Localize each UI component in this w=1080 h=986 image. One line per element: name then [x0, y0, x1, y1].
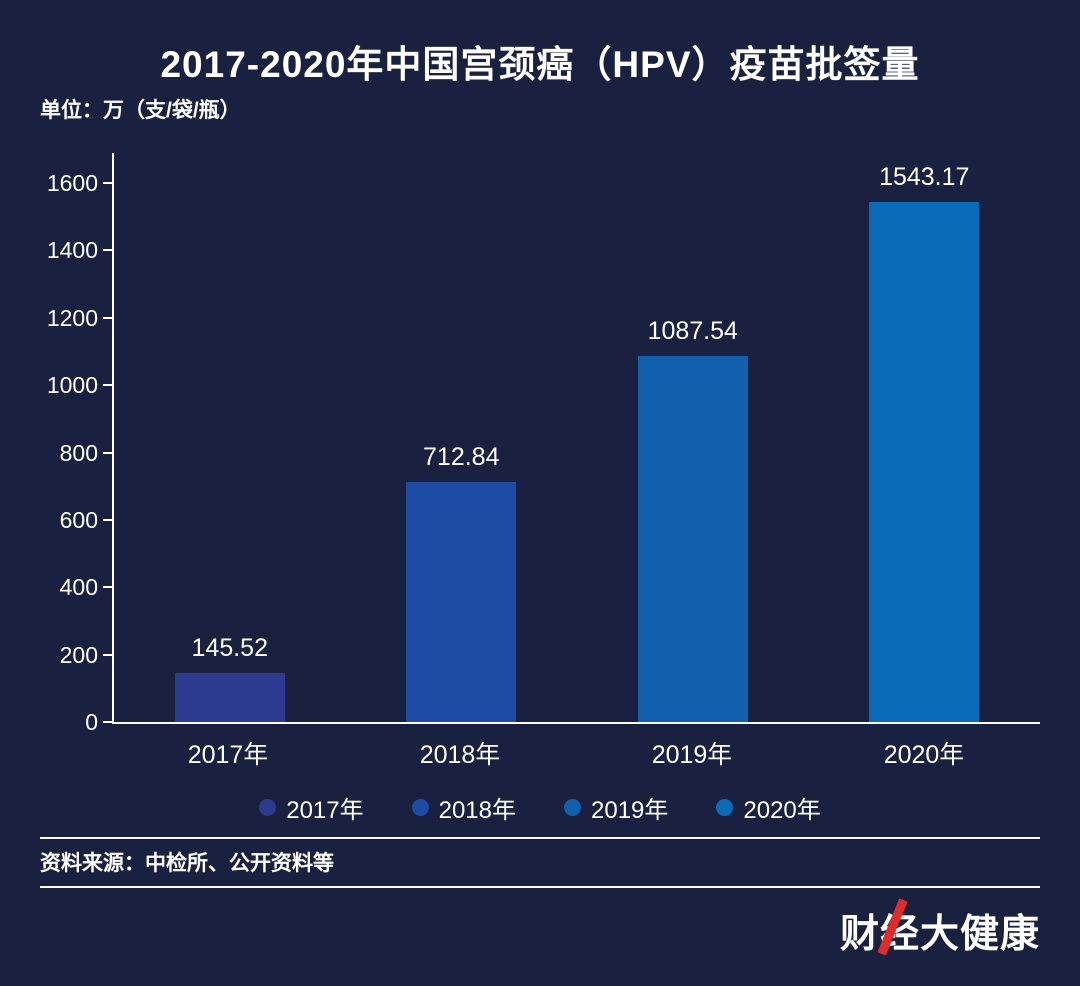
bar-slot: 1543.17 [809, 163, 1041, 722]
y-tick-mark [103, 653, 112, 656]
y-tick-label: 800 [59, 439, 98, 466]
y-axis-line [112, 153, 114, 722]
y-tick-label: 1400 [46, 237, 98, 264]
legend-item: 2019年 [564, 790, 668, 825]
legend-dot-icon [259, 799, 277, 816]
legend-item: 2017年 [259, 790, 364, 825]
legend-label: 2017年 [286, 797, 364, 824]
y-tick-mark [103, 721, 112, 723]
bar-2020年 [869, 202, 980, 722]
x-axis-label: 2018年 [419, 741, 501, 769]
y-tick-mark [103, 316, 112, 319]
legend-dot-icon [411, 799, 429, 816]
bar-2019年 [637, 355, 748, 722]
legend-label: 2020年 [743, 797, 821, 824]
bar-chart: 0 200 400 600 800 1000 1200 1400 1600 145.52 712.… [40, 153, 1040, 735]
bar-value-label: 712.84 [423, 442, 500, 471]
y-tick-label: 600 [59, 506, 98, 533]
y-tick-label: 1000 [46, 372, 98, 399]
legend-dot-icon [564, 799, 581, 816]
source-note: 资料来源：中检所、公开资料等 [40, 852, 334, 875]
y-tick-mark [103, 384, 112, 387]
x-axis-label: 2019年 [651, 741, 733, 769]
chart-legend: 2017年 2018年 2019年 2020年 [0, 790, 1080, 825]
y-tick-label: 400 [59, 574, 98, 601]
y-tick-label: 0 [85, 709, 98, 735]
y-tick-mark [103, 451, 112, 454]
y-tick-label: 200 [59, 641, 98, 668]
unit-label: 单位：万（支/袋/瓶） [40, 99, 241, 122]
legend-dot-icon [716, 799, 734, 816]
bar-slot: 145.52 [114, 634, 346, 722]
bar-2018年 [406, 481, 517, 722]
bar-slot: 1087.54 [577, 317, 809, 722]
logo-text: 财经大健康 [839, 913, 1040, 956]
legend-item: 2020年 [716, 790, 821, 825]
y-tick-label: 1200 [46, 304, 98, 331]
x-axis-label: 2017年 [187, 741, 269, 769]
y-tick-label: 1600 [46, 170, 98, 196]
divider-line-top [40, 837, 1040, 839]
x-axis-labels: 2017年 2018年 2019年 2020年 [112, 735, 1040, 771]
legend-label: 2019年 [591, 797, 669, 824]
brand-logo: 财经大健康 [839, 898, 1040, 959]
x-axis-label: 2020年 [883, 741, 965, 769]
chart-title: 2017-2020年中国宫颈癌（HPV）疫苗批签量 [160, 44, 920, 85]
bar-slot: 712.84 [346, 443, 578, 722]
y-axis-labels: 0 200 400 600 800 1000 1200 1400 1600 [40, 170, 98, 735]
bar-value-label: 1543.17 [879, 163, 970, 192]
y-tick-mark [103, 586, 112, 589]
x-axis-line [112, 722, 1040, 724]
y-tick-mark [103, 518, 112, 521]
bars-area: 145.52 712.84 1087.54 1543.17 [114, 163, 1040, 722]
legend-item: 2018年 [411, 790, 516, 825]
y-tick-mark [103, 249, 112, 252]
bar-value-label: 1087.54 [647, 316, 738, 345]
y-tick-mark [103, 182, 112, 184]
bar-2017年 [174, 672, 285, 722]
divider-line-bottom [40, 886, 1040, 888]
legend-label: 2018年 [438, 797, 516, 824]
bar-value-label: 145.52 [191, 633, 268, 662]
